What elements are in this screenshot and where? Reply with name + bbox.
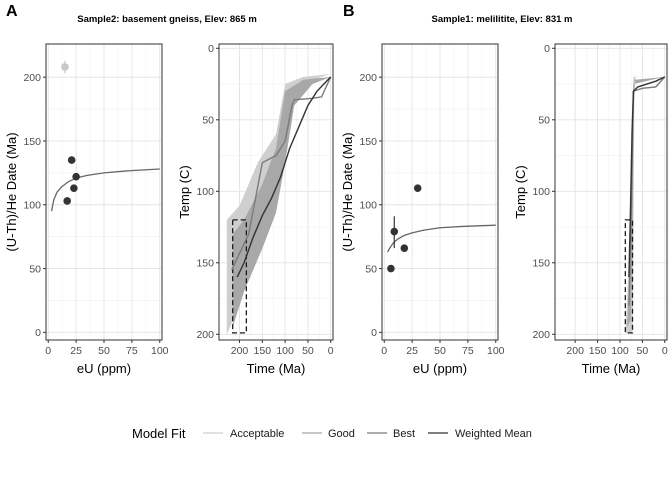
x-tick-label: 100 (276, 345, 294, 357)
envelope-good (232, 76, 331, 328)
data-point (67, 156, 76, 164)
legend-item-good: Good (302, 428, 355, 440)
chart-b-temp-vs-time: 200 150 100 50 0 0 50 100 150 200 Time (Ma) Temp (C… (513, 43, 668, 376)
chart-a-date-vs-eu: 0 25 50 75 100 0 50 100 150 200 eU (ppm) (U-Th)/He … (4, 43, 169, 376)
y-tick-label: 200 (23, 72, 41, 84)
x-tick-label: 0 (381, 345, 387, 357)
data-point (413, 184, 422, 192)
plot-area (624, 74, 666, 334)
legend-label-best: Best (393, 428, 415, 440)
y-tick-label: 150 (532, 258, 550, 270)
y-tick-label: 200 (196, 329, 214, 341)
x-tick-label: 150 (589, 345, 607, 357)
plot-area (50, 60, 160, 212)
y-tick-label: 150 (23, 136, 41, 148)
x-axis-title: Time (Ma) (582, 361, 641, 376)
data-point (390, 227, 399, 236)
series-line-weighted-mean (236, 76, 332, 278)
y-tick-label: 50 (538, 115, 550, 127)
data-point (70, 184, 78, 192)
x-tick-label: 25 (406, 345, 418, 357)
panel-letter-a: A (6, 3, 18, 20)
y-tick-label: 150 (196, 258, 214, 270)
y-tick-label: 150 (359, 136, 377, 148)
x-tick-label: 0 (45, 345, 51, 357)
legend-label-weighted-mean: Weighted Mean (455, 428, 532, 440)
data-point (63, 197, 71, 205)
plot-frame (218, 43, 334, 341)
y-tick-label: 100 (196, 186, 214, 198)
y-axis-title: Temp (C) (513, 165, 528, 218)
x-tick-label: 0 (662, 345, 668, 357)
legend-item-acceptable: Acceptable (203, 428, 284, 440)
y-tick-label: 100 (359, 200, 377, 212)
legend-item-weighted-mean: Weighted Mean (428, 428, 532, 440)
legend-title: Model Fit (132, 426, 186, 441)
data-point (400, 244, 409, 252)
y-tick-label: 200 (359, 72, 377, 84)
y-tick-label: 50 (365, 263, 377, 275)
legend-label-good: Good (328, 428, 355, 440)
y-tick-label: 0 (544, 43, 550, 55)
y-tick-label: 100 (23, 200, 41, 212)
x-tick-label: 0 (328, 345, 334, 357)
x-tick-label: 50 (98, 345, 110, 357)
x-tick-label: 75 (126, 345, 138, 357)
x-axis-title: eU (ppm) (413, 361, 467, 376)
series-line-best (628, 76, 666, 306)
legend-label-acceptable: Acceptable (230, 428, 284, 440)
x-tick-label: 200 (566, 345, 584, 357)
plot-frame (554, 43, 668, 341)
y-tick-label: 100 (532, 186, 550, 198)
y-tick-label: 0 (371, 327, 377, 339)
y-axis-title: Temp (C) (177, 165, 192, 218)
legend: Model Fit Acceptable Good Best Weighted … (132, 426, 532, 441)
y-axis-title: (U-Th)/He Date (Ma) (340, 132, 355, 251)
chart-a-temp-vs-time: 200 150 100 50 0 0 50 100 150 200 Time (Ma) Temp (C… (177, 43, 334, 376)
x-tick-label: 200 (231, 345, 249, 357)
y-tick-label: 0 (35, 327, 41, 339)
panel-b-title: Sample1: melilitite, Elev: 831 m (432, 14, 573, 25)
y-tick-label: 200 (532, 329, 550, 341)
series-line-weighted-mean (628, 76, 666, 278)
model-curve (387, 224, 496, 253)
y-tick-label: 50 (202, 115, 214, 127)
x-tick-label: 100 (487, 345, 505, 357)
series-line-best (231, 76, 332, 271)
x-tick-label: 100 (611, 345, 629, 357)
chart-b-date-vs-eu: 0 25 50 75 100 0 50 100 150 200 eU (ppm) (U-Th)/He … (340, 43, 505, 376)
constraint-box (232, 219, 248, 334)
data-point (72, 172, 80, 181)
x-tick-label: 150 (254, 345, 272, 357)
x-axis-title: eU (ppm) (77, 361, 131, 376)
envelope-good (627, 76, 665, 328)
x-tick-label: 50 (434, 345, 446, 357)
model-curve (50, 168, 160, 212)
panel-letter-b: B (343, 3, 355, 20)
x-tick-label: 50 (637, 345, 649, 357)
plot-area (226, 74, 332, 335)
panel-a-title: Sample2: basement gneiss, Elev: 865 m (77, 14, 257, 25)
legend-item-best: Best (367, 428, 415, 440)
data-point (387, 264, 395, 273)
data-point (61, 63, 69, 71)
x-axis-title: Time (Ma) (247, 361, 306, 376)
x-tick-label: 75 (462, 345, 474, 357)
y-tick-label: 0 (208, 43, 214, 55)
x-tick-label: 100 (151, 345, 169, 357)
x-tick-label: 50 (302, 345, 314, 357)
x-tick-label: 25 (70, 345, 82, 357)
y-axis-title: (U-Th)/He Date (Ma) (4, 132, 19, 251)
plot-area (387, 184, 496, 273)
y-tick-label: 50 (29, 263, 41, 275)
constraint-box (624, 219, 634, 334)
